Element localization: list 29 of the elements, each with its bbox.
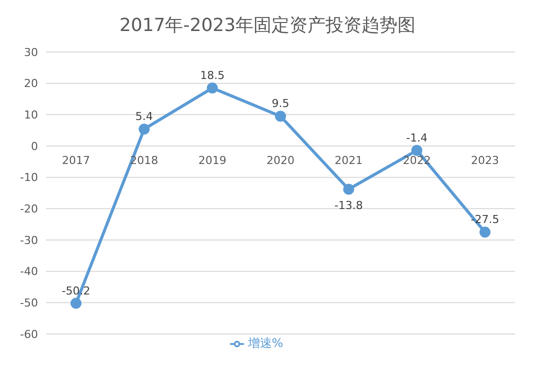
point (70, 298, 82, 309)
point (343, 184, 354, 195)
y-tick-label: -50 (20, 296, 38, 310)
legend-label: 增速% (248, 336, 284, 350)
x-tick-label: 2020 (266, 154, 294, 167)
point (480, 226, 490, 238)
y-tick-label: -30 (20, 234, 38, 247)
chart-title: 2017年-2023年固定资产投资趋势图 (119, 15, 416, 36)
y-tick-label: -20 (20, 202, 38, 216)
y-tick-label: -60 (20, 328, 38, 341)
point (206, 82, 218, 94)
data-label: -13.8 (334, 199, 363, 212)
x-tick-label: 2019 (198, 154, 226, 167)
data-label: 5.4 (135, 110, 153, 124)
point (411, 144, 422, 156)
point (275, 110, 286, 122)
x-tick-label: 2017 (62, 154, 90, 167)
y-tick-label: 30 (24, 46, 38, 59)
data-label: 9.5 (272, 97, 290, 110)
x-tick-label: 2023 (471, 154, 499, 167)
point (138, 124, 150, 135)
data-label: 18.5 (200, 69, 225, 82)
x-tick-label: 2021 (334, 154, 363, 167)
y-tick-label: -10 (20, 171, 38, 184)
data-label: -1.4 (406, 131, 428, 144)
y-tick-label: 20 (24, 77, 38, 90)
y-tick-label: -40 (20, 265, 38, 278)
y-tick-label: 10 (24, 108, 38, 122)
y-tick-label: 0 (31, 140, 38, 153)
